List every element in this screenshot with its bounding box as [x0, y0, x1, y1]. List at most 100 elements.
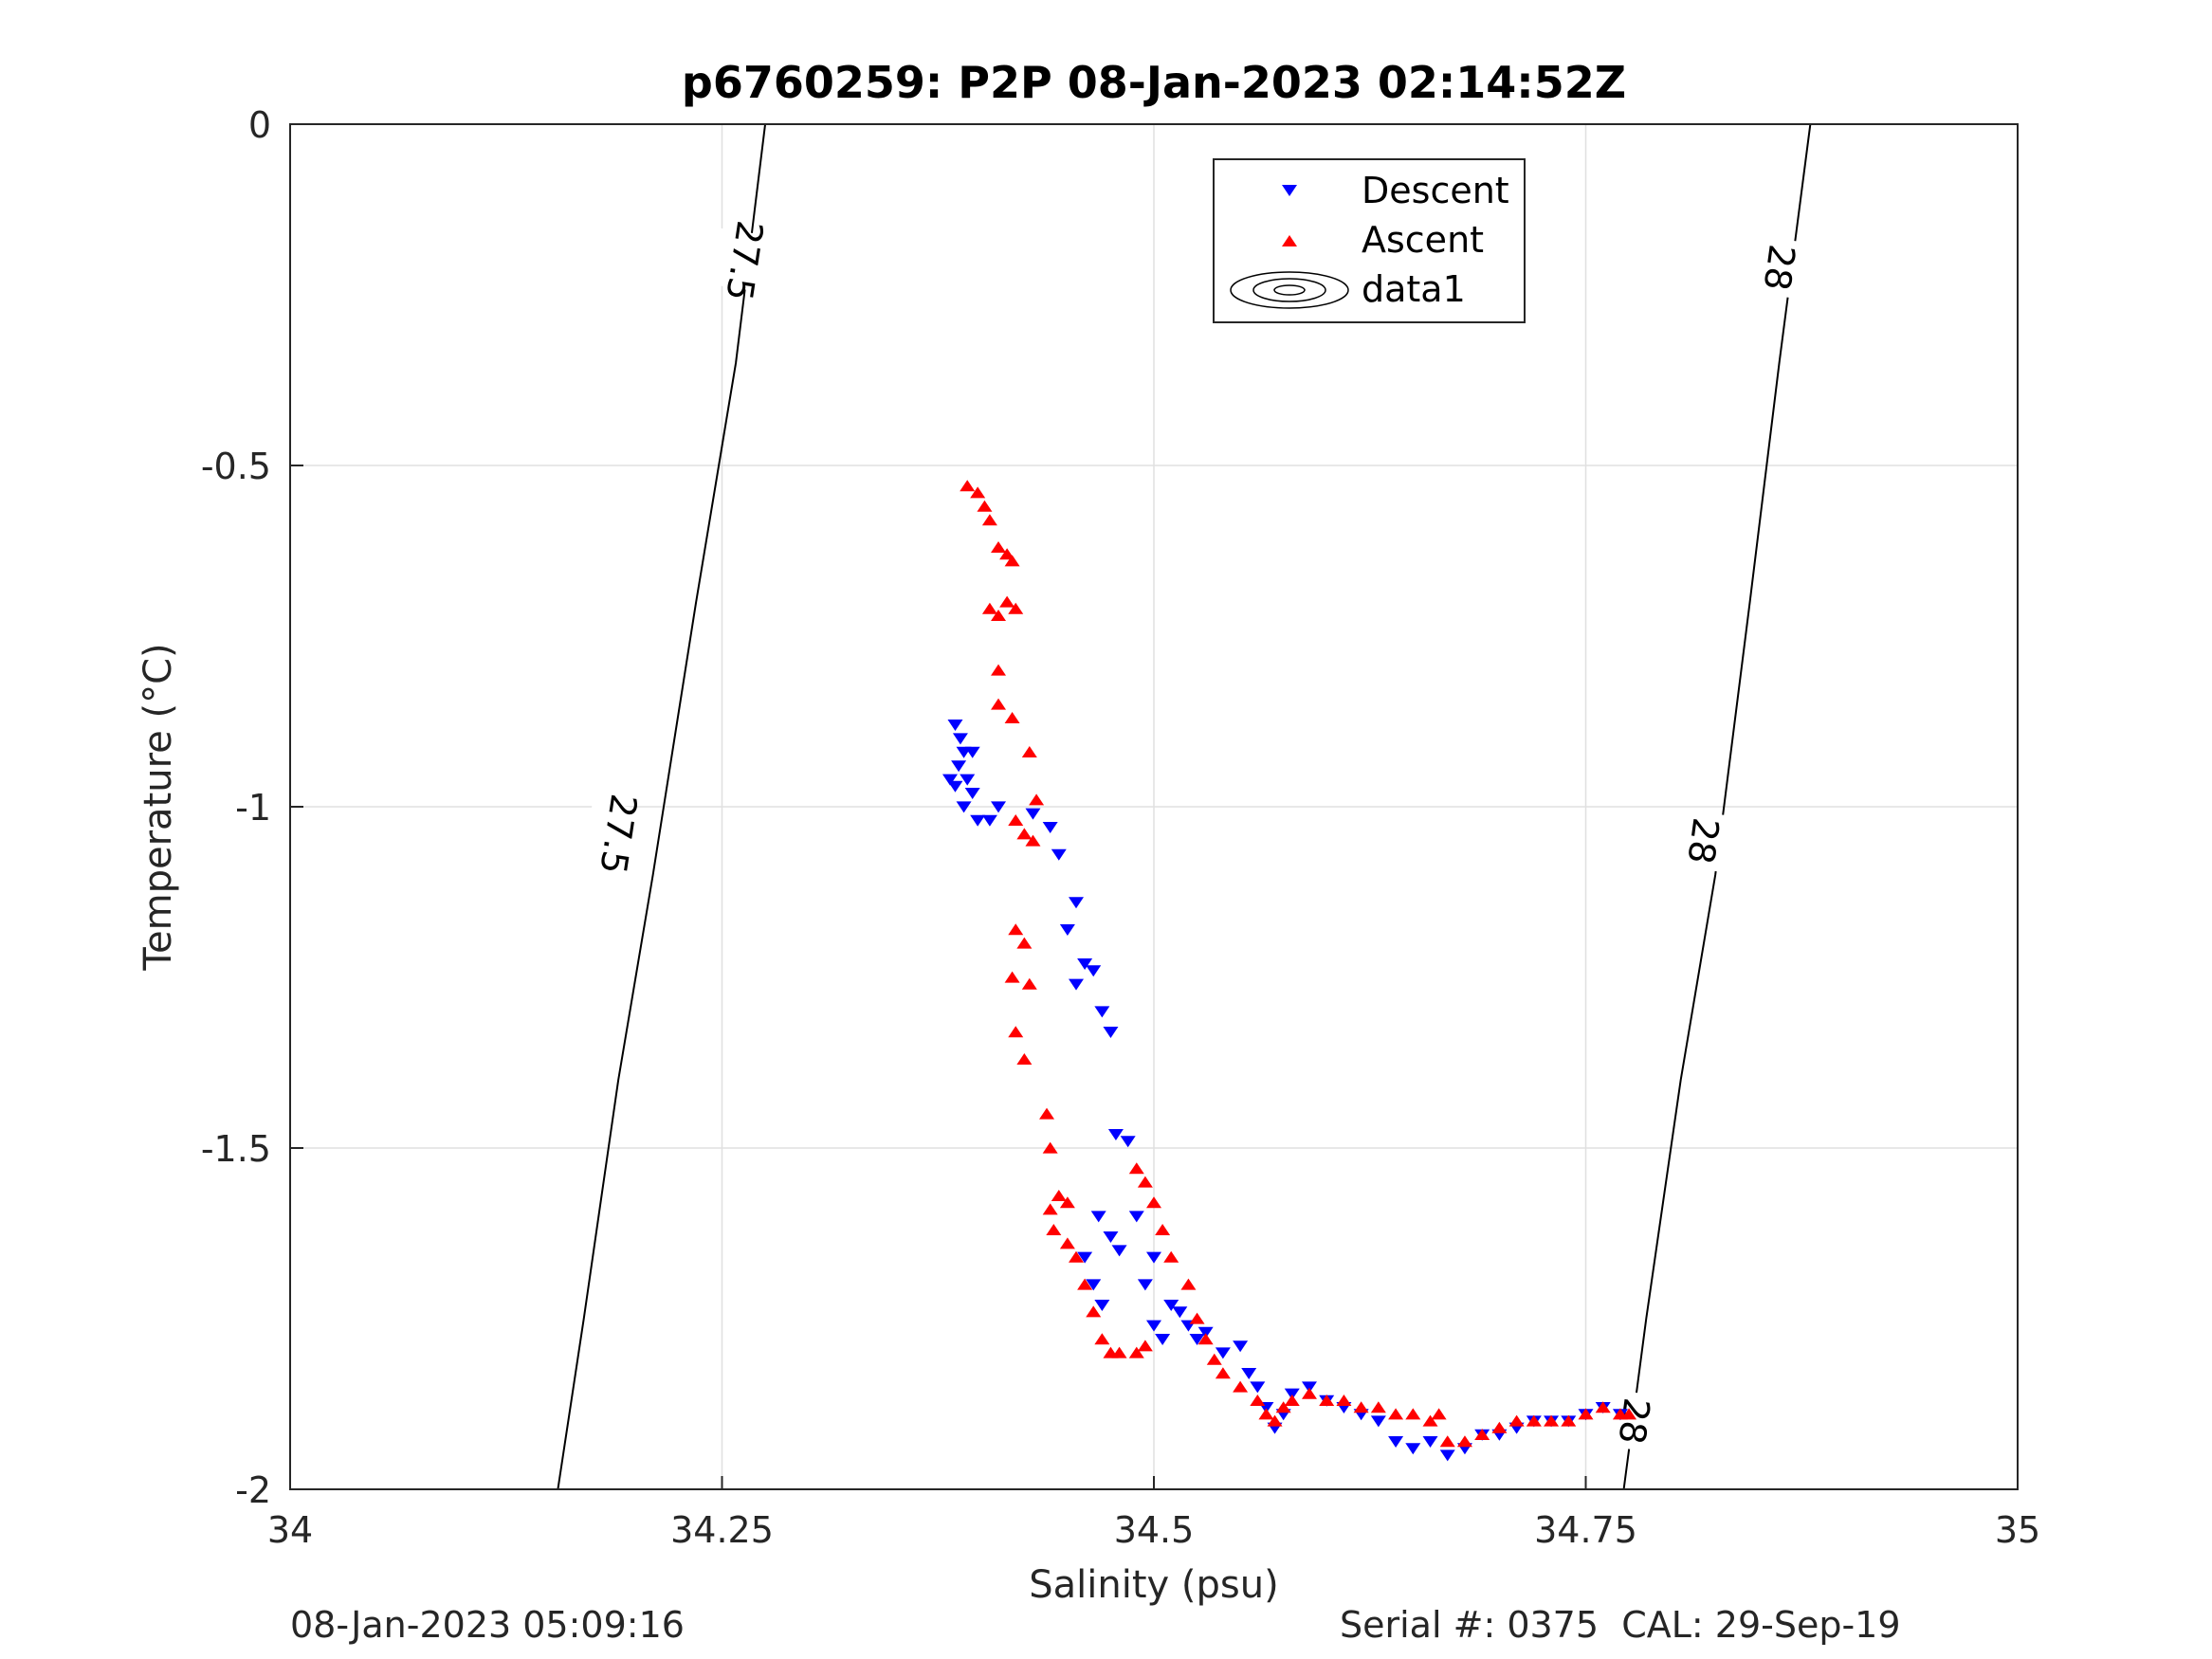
ascent-point	[1004, 555, 1020, 567]
ascent-point	[1544, 1414, 1560, 1427]
ascent-point	[1029, 793, 1045, 806]
descent-point	[956, 801, 972, 813]
ascent-point	[1086, 1305, 1102, 1318]
chart-title: p6760259: P2P 08-Jan-2023 02:14:52Z	[682, 57, 1626, 108]
axis-ticks: 34 34.25 34.5 34.75 35 0 -0.5 -1 -1.5 -2	[201, 104, 2040, 1551]
ascent-point	[1004, 712, 1020, 723]
descent-point	[1405, 1443, 1421, 1455]
ascent-point	[1042, 1141, 1058, 1154]
descent-point	[1077, 958, 1093, 970]
descent-point	[1103, 1231, 1119, 1243]
ascent-point	[1456, 1435, 1472, 1448]
descent-point	[1301, 1381, 1317, 1394]
ascent-point	[1021, 977, 1037, 990]
contour-line	[557, 123, 767, 1490]
x-tick-label: 35	[1995, 1509, 2040, 1551]
descent-point	[1370, 1415, 1386, 1428]
ascent-point	[1111, 1346, 1127, 1358]
contour-label-bg	[584, 801, 653, 867]
legend-descent-marker	[1282, 185, 1297, 196]
ascent-point	[1215, 1367, 1231, 1379]
legend-data1-label: data1	[1362, 268, 1466, 310]
descent-point	[1388, 1436, 1404, 1448]
descent-point	[970, 814, 986, 827]
descent-point	[1215, 1347, 1231, 1359]
ascent-point	[1233, 1380, 1249, 1393]
descent-point	[1241, 1368, 1257, 1379]
ascent-point	[1146, 1196, 1161, 1209]
ascent-point	[991, 541, 1007, 553]
legend-contour-icon	[1230, 271, 1349, 309]
ascent-point	[1016, 1053, 1033, 1065]
descent-point	[960, 774, 976, 786]
ascent-point	[1046, 1224, 1062, 1235]
descent-point	[991, 801, 1007, 813]
ascent-point	[1128, 1346, 1144, 1358]
descent-point	[1137, 1279, 1153, 1291]
descent-point	[1051, 848, 1067, 861]
ascent-point	[1267, 1414, 1283, 1427]
ascent-point	[1039, 1107, 1055, 1120]
ascent-point	[1197, 1333, 1214, 1345]
descent-point	[1120, 1136, 1136, 1148]
legend-ascent-label: Ascent	[1362, 219, 1484, 261]
ascent-point	[1004, 971, 1020, 983]
descent-point	[964, 746, 980, 758]
ascent-point	[991, 698, 1007, 710]
ascent-point	[1275, 1401, 1291, 1413]
descent-point	[1025, 808, 1041, 820]
y-axis-label: Temperature (°C)	[137, 643, 180, 971]
ascent-point	[1008, 602, 1024, 614]
ascent-point	[977, 500, 993, 512]
y-tick-label: -1.5	[201, 1128, 271, 1170]
ascent-point	[1042, 1203, 1058, 1215]
ascent-point	[1491, 1421, 1508, 1433]
contour-line	[1622, 123, 1812, 1490]
ascent-point	[1336, 1395, 1352, 1406]
ascent-point	[1561, 1414, 1577, 1427]
legend-descent-label: Descent	[1362, 170, 1509, 211]
descent-point	[1069, 978, 1085, 991]
descent-point	[1422, 1436, 1438, 1448]
footer-timestamp: 08-Jan-2023 05:09:16	[290, 1604, 685, 1646]
ascent-point	[1077, 1278, 1093, 1290]
ascent-point	[1405, 1408, 1421, 1420]
ascent-point	[991, 664, 1007, 676]
footer-serial-cal: Serial #: 0375 CAL: 29-Sep-19	[1340, 1604, 1901, 1646]
descent-point	[947, 720, 963, 731]
ascent-point	[1508, 1414, 1525, 1427]
x-axis-label: Salinity (psu)	[1029, 1563, 1278, 1607]
descent-point	[1155, 1334, 1171, 1345]
descent-point	[1094, 1006, 1110, 1018]
ascent-series	[960, 480, 1637, 1448]
ascent-point	[1137, 1176, 1153, 1188]
ascent-point	[1059, 1237, 1075, 1249]
descent-point	[951, 760, 967, 773]
ascent-point	[1319, 1395, 1335, 1406]
descent-point	[1250, 1381, 1266, 1394]
contour-label-bg	[1600, 1388, 1669, 1454]
x-tick-label: 34.5	[1114, 1509, 1195, 1551]
ascent-point	[1016, 937, 1033, 949]
descent-point	[1172, 1306, 1188, 1319]
ascent-point	[1621, 1408, 1637, 1420]
descent-point	[1111, 1245, 1127, 1257]
descent-point	[1163, 1300, 1179, 1311]
x-tick-label: 34.75	[1534, 1509, 1637, 1551]
x-tick-label: 34.25	[670, 1509, 774, 1551]
ascent-point	[1069, 1250, 1085, 1263]
contour-label: 28	[1679, 815, 1727, 866]
y-tick-label: 0	[248, 104, 271, 146]
ascent-point	[1474, 1429, 1490, 1440]
ascent-point	[1595, 1401, 1611, 1413]
ascent-point	[1008, 1026, 1024, 1038]
ascent-point	[1353, 1401, 1369, 1413]
contour-label-bg	[1669, 808, 1738, 874]
descent-point	[1086, 1279, 1102, 1291]
ascent-point	[970, 486, 986, 499]
descent-point	[1086, 965, 1102, 977]
ascent-point	[1008, 923, 1024, 936]
ascent-point	[1250, 1395, 1266, 1406]
